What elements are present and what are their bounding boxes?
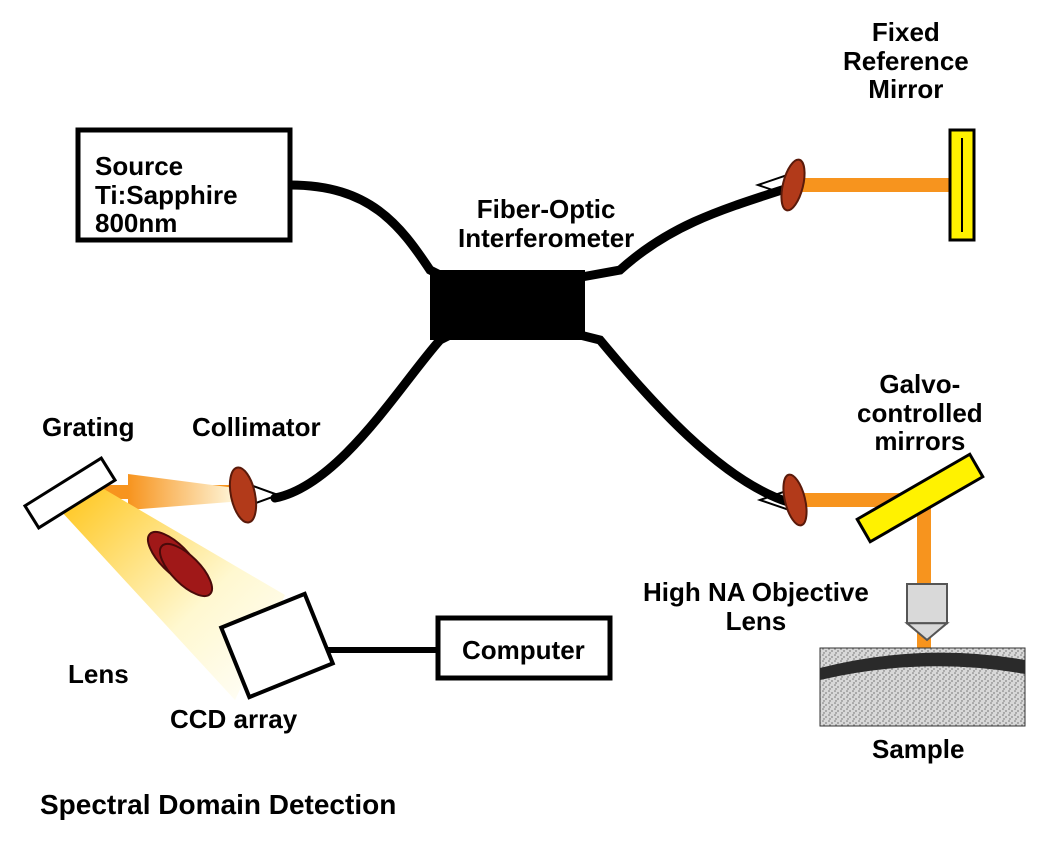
label-computer: Computer [462, 636, 585, 665]
objective-tip [907, 623, 947, 640]
fiber-tl [290, 185, 450, 280]
label-fiber: Fiber-Optic Interferometer [458, 195, 634, 252]
label-ccd: CCD array [170, 705, 297, 734]
title-label: Spectral Domain Detection [40, 790, 396, 821]
objective-body [907, 584, 947, 623]
collimator-lens [225, 465, 260, 525]
sample-arm-lens [779, 472, 811, 527]
ref-arm-lens [777, 157, 809, 212]
label-galvo: Galvo- controlled mirrors [857, 370, 983, 456]
fiber-coupler [430, 270, 585, 340]
label-grating: Grating [42, 413, 134, 442]
label-lens: Lens [68, 660, 129, 689]
label-source: Source Ti:Sapphire 800nm [95, 152, 238, 238]
label-refMirror: Fixed Reference Mirror [843, 18, 969, 104]
label-sample: Sample [872, 735, 965, 764]
cone-collimator [128, 474, 243, 510]
label-objective: High NA Objective Lens [643, 578, 869, 635]
label-collim: Collimator [192, 413, 321, 442]
fiber-br [560, 330, 788, 502]
